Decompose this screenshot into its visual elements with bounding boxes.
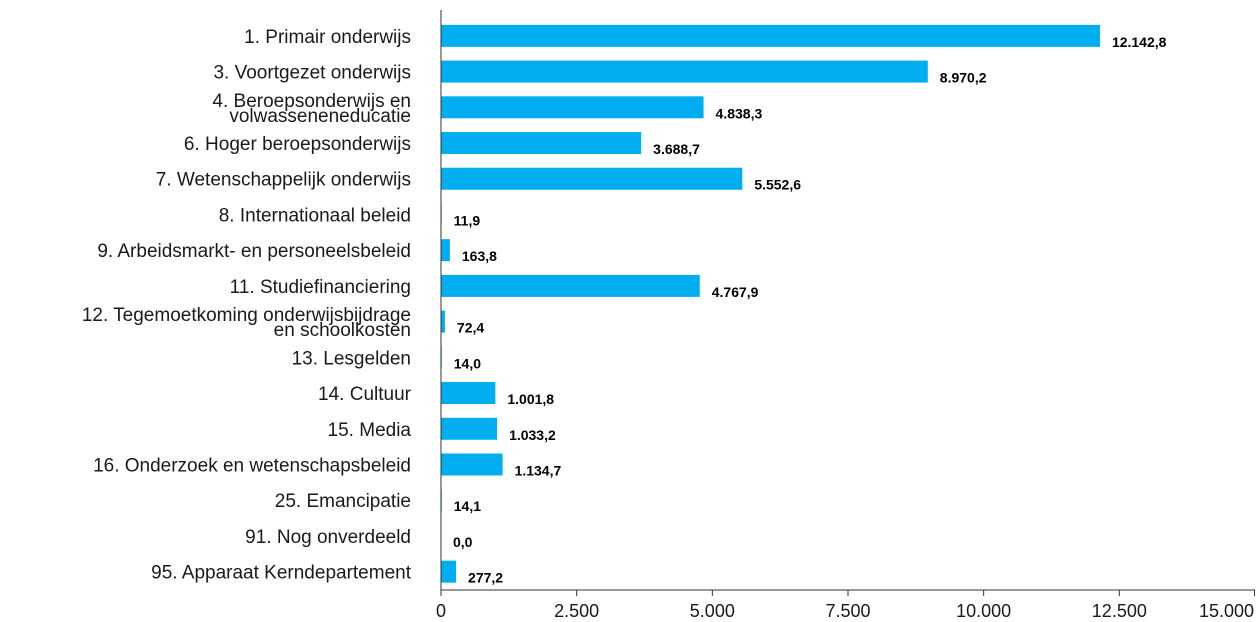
- category-label: 15. Media: [328, 420, 412, 441]
- category-label-line: 12. Tegemoetkoming onderwijsbijdrage: [82, 305, 411, 326]
- value-label: 11,9: [454, 212, 481, 228]
- category-label: 13. Lesgelden: [292, 348, 411, 369]
- bar: [441, 96, 704, 119]
- value-label: 4.838,3: [716, 105, 763, 121]
- value-label: 14,1: [454, 498, 481, 514]
- category-label: 25. Emancipatie: [275, 491, 411, 512]
- x-tick-label: 0: [436, 601, 446, 621]
- bar: [441, 24, 1100, 47]
- category-label: 9. Arbeidsmarkt- en personeelsbeleid: [97, 241, 411, 262]
- value-label: 72,4: [457, 320, 484, 336]
- category-label: 1. Primair onderwijs: [244, 27, 411, 48]
- bar: [441, 417, 498, 440]
- value-label: 3.688,7: [653, 141, 700, 157]
- x-tick-label: 5.000: [690, 601, 735, 621]
- category-labels-layer: 1. Primair onderwijs 3. Voortgezet onderw…: [82, 27, 412, 584]
- category-label: 7. Wetenschappelijk onderwijs: [156, 170, 411, 191]
- category-label-line: en schoolkosten: [274, 320, 411, 341]
- bar: [441, 453, 503, 476]
- value-label: 12.142,8: [1112, 34, 1167, 50]
- x-tick-label: 15.000: [1199, 601, 1254, 621]
- value-label: 14,0: [454, 355, 481, 371]
- value-label: 0,0: [453, 534, 473, 550]
- category-label-line: volwasseneneducatie: [229, 106, 411, 127]
- x-tick-label: 2.500: [554, 601, 599, 621]
- category-label: 8. Internationaal beleid: [219, 205, 411, 226]
- category-label: 3. Voortgezet onderwijs: [213, 63, 411, 84]
- value-labels-layer: 12.142,8 8.970,2 4.838,3 3.688,7 5.552,6 11,9…: [453, 34, 1167, 586]
- x-axis: 0 2.500 5.000 7.500 10.000 12.500 15.000: [436, 10, 1255, 621]
- bar: [441, 167, 743, 190]
- value-label: 4.767,9: [712, 284, 759, 300]
- value-label: 163,8: [462, 248, 497, 264]
- category-label: 4. Beroepsonderwijs en volwasseneneducati…: [212, 91, 411, 127]
- bar: [441, 239, 450, 262]
- bar: [441, 382, 496, 405]
- x-tick-label: 12.500: [1092, 601, 1147, 621]
- bar: [441, 560, 457, 583]
- category-label: 91. Nog onverdeeld: [245, 527, 411, 548]
- x-tick-label: 7.500: [825, 601, 870, 621]
- category-label: 16. Onderzoek en wetenschapsbeleid: [93, 456, 411, 477]
- category-label: 11. Studiefinanciering: [230, 277, 411, 298]
- category-label: 12. Tegemoetkoming onderwijsbijdrage en s…: [82, 305, 411, 341]
- category-label: 6. Hoger beroepsonderwijs: [184, 134, 411, 155]
- bar: [441, 274, 700, 297]
- bars-layer: [441, 24, 1100, 583]
- bar: [441, 132, 642, 155]
- category-label: 95. Apparaat Kerndepartement: [151, 563, 412, 584]
- x-tick-label: 10.000: [956, 601, 1011, 621]
- bar: [441, 60, 928, 83]
- value-label: 1.001,8: [507, 391, 554, 407]
- value-label: 8.970,2: [940, 70, 987, 86]
- value-label: 5.552,6: [754, 177, 801, 193]
- bar: [441, 310, 445, 333]
- value-label: 277,2: [468, 570, 503, 586]
- value-label: 1.033,2: [509, 427, 556, 443]
- category-label: 14. Cultuur: [318, 384, 412, 405]
- value-label: 1.134,7: [515, 463, 562, 479]
- category-label-line: 4. Beroepsonderwijs en: [212, 91, 411, 112]
